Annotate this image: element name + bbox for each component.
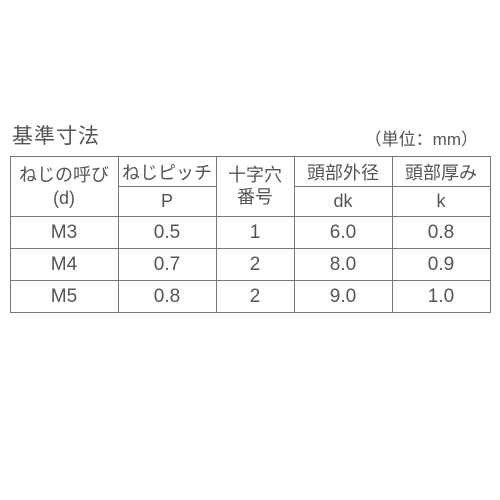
table-row: M5 0.8 2 9.0 1.0 [10,281,490,313]
cell-k: 0.9 [392,249,490,281]
table-header-row-1: ねじの呼び (d) ねじピッチ 十字穴 番号 頭部外径 頭部厚み [10,157,490,187]
col-header-d-line1: ねじの呼び [11,164,118,187]
cell-d: M4 [10,249,118,281]
unit-label: （単位：mm） [365,125,478,150]
col-header-p-line2: P [118,187,216,217]
col-header-n: 十字穴 番号 [216,157,294,217]
col-header-n-line1: 十字穴 [217,165,294,187]
col-header-d: ねじの呼び (d) [10,157,118,217]
cell-n: 1 [216,217,294,249]
col-header-p-line1: ねじピッチ [118,157,216,187]
col-header-dk-line2: dk [294,187,392,217]
cell-k: 0.8 [392,217,490,249]
spec-table: ねじの呼び (d) ねじピッチ 十字穴 番号 頭部外径 頭部厚み P dk k … [10,156,491,313]
cell-d: M3 [10,217,118,249]
cell-d: M5 [10,281,118,313]
cell-k: 1.0 [392,281,490,313]
cell-n: 2 [216,281,294,313]
cell-dk: 6.0 [294,217,392,249]
cell-p: 0.5 [118,217,216,249]
col-header-k-line2: k [392,187,490,217]
table-row: M3 0.5 1 6.0 0.8 [10,217,490,249]
page: 基準寸法 （単位：mm） ねじの呼び (d) ねじピッチ 十字穴 番号 頭部外径… [0,0,500,500]
table-row: M4 0.7 2 8.0 0.9 [10,249,490,281]
header-row: 基準寸法 （単位：mm） [0,120,500,156]
cell-p: 0.7 [118,249,216,281]
cell-dk: 8.0 [294,249,392,281]
col-header-k-line1: 頭部厚み [392,157,490,187]
cell-n: 2 [216,249,294,281]
col-header-dk-line1: 頭部外径 [294,157,392,187]
cell-dk: 9.0 [294,281,392,313]
col-header-n-line1b: 番号 [217,187,294,209]
table-title: 基準寸法 [12,120,100,150]
col-header-d-line2: (d) [11,187,118,210]
cell-p: 0.8 [118,281,216,313]
